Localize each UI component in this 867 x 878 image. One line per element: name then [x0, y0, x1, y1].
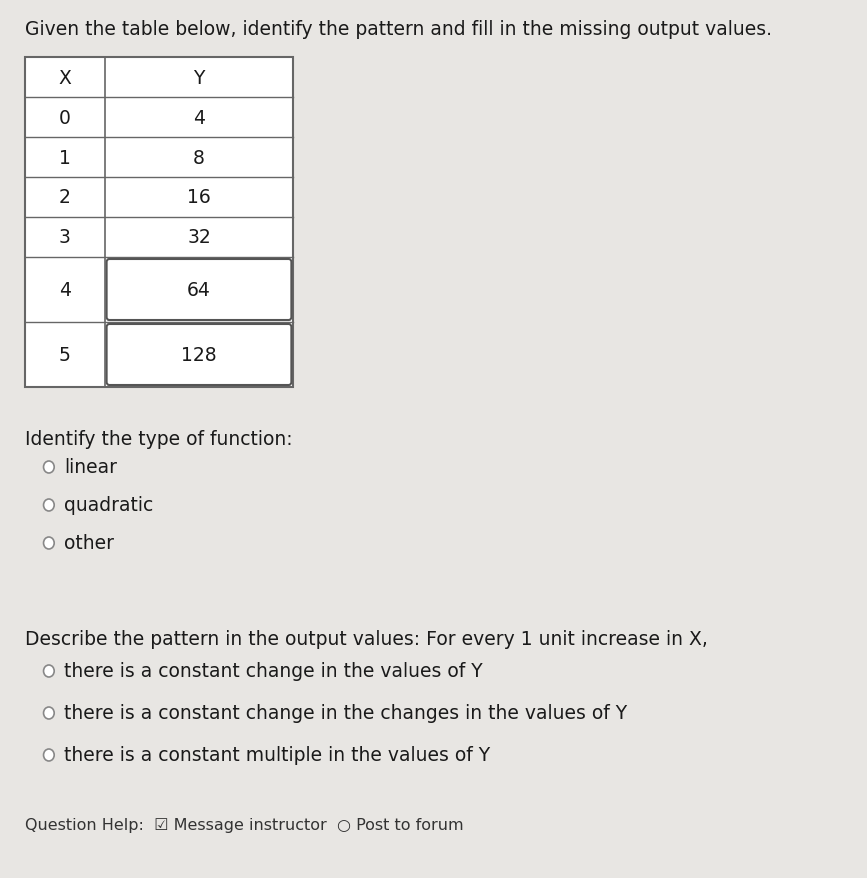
Circle shape: [43, 537, 55, 550]
Text: there is a constant change in the values of Y: there is a constant change in the values…: [64, 662, 483, 680]
Text: 8: 8: [193, 148, 205, 168]
Text: 4: 4: [59, 281, 71, 299]
Text: there is a constant multiple in the values of Y: there is a constant multiple in the valu…: [64, 745, 490, 765]
FancyBboxPatch shape: [107, 260, 291, 320]
Text: there is a constant change in the changes in the values of Y: there is a constant change in the change…: [64, 703, 627, 723]
Circle shape: [43, 500, 55, 511]
Text: Question Help:  ☑ Message instructor  ○ Post to forum: Question Help: ☑ Message instructor ○ Po…: [25, 817, 464, 832]
Text: X: X: [58, 68, 71, 88]
Text: 3: 3: [59, 228, 71, 248]
Text: 128: 128: [181, 346, 217, 364]
Text: 0: 0: [59, 108, 71, 127]
Circle shape: [43, 462, 55, 473]
Text: 4: 4: [193, 108, 205, 127]
FancyBboxPatch shape: [107, 325, 291, 385]
Text: 2: 2: [59, 188, 71, 207]
Circle shape: [43, 707, 55, 719]
Text: 64: 64: [187, 281, 211, 299]
Text: Describe the pattern in the output values: For every 1 unit increase in X,: Describe the pattern in the output value…: [25, 630, 707, 648]
Text: 1: 1: [59, 148, 71, 168]
Text: Given the table below, identify the pattern and fill in the missing output value: Given the table below, identify the patt…: [25, 20, 772, 39]
Text: quadratic: quadratic: [64, 496, 153, 515]
Text: Y: Y: [193, 68, 205, 88]
Circle shape: [43, 749, 55, 761]
Text: other: other: [64, 534, 114, 553]
Text: 32: 32: [187, 228, 211, 248]
Circle shape: [43, 666, 55, 677]
Bar: [25, 58, 293, 387]
Text: Identify the type of function:: Identify the type of function:: [25, 429, 292, 449]
Text: 16: 16: [187, 188, 211, 207]
Text: linear: linear: [64, 458, 117, 477]
Text: 5: 5: [59, 346, 71, 364]
